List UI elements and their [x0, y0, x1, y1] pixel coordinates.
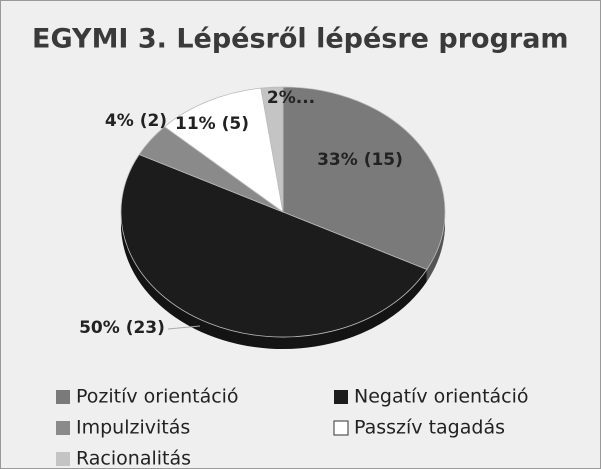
slice [282, 86, 446, 270]
legend-swatch [333, 420, 349, 436]
legend-swatch [334, 390, 348, 404]
legend-swatch [56, 421, 70, 435]
legend-label: Pozitív orientáció [76, 386, 239, 408]
legend-label: Racionalitás [76, 448, 191, 469]
pie: 33% (15) 50% (23) 4% (2) 11% (5) 2%... [79, 86, 446, 350]
data-label: 2%... [267, 88, 315, 108]
data-label: 4% (2) [105, 111, 167, 131]
leader-line [167, 325, 201, 330]
slice [120, 154, 428, 338]
data-label: 11% (5) [175, 114, 249, 134]
chart-title: EGYMI 3. Lépésről lépésre program [32, 24, 569, 55]
legend-label: Passzív tagadás [354, 417, 505, 439]
slice [260, 86, 284, 213]
legend-label: Impulzivitás [76, 417, 190, 439]
slice [163, 87, 284, 213]
data-label: 50% (23) [79, 318, 165, 338]
legend-swatch [56, 390, 70, 404]
legend-label: Negatív orientáció [354, 386, 529, 408]
data-label: 33% (15) [317, 150, 403, 170]
legend-swatch [56, 452, 70, 466]
legend: Pozitív orientáció Negatív orientáció Impu… [56, 386, 529, 469]
